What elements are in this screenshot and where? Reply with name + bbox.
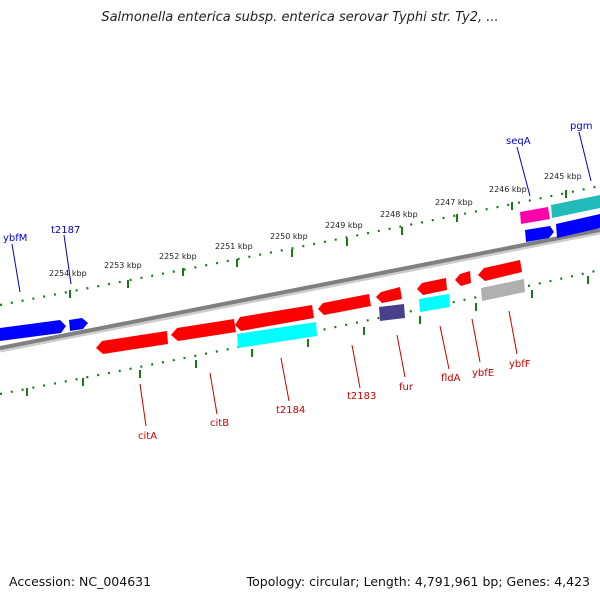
reverse-gene-labels: citA citB t2184 t2183 fur fldA ybfE ybfF [138, 359, 531, 442]
gene-label-fur: fur [399, 382, 414, 393]
accession-text: Accession: NC_004631 [9, 574, 152, 589]
genome-stats-text: Topology: circular; Length: 4,791,961 bp… [246, 574, 590, 589]
gene-t2183 [318, 294, 371, 315]
scale-label-2249: 2249 kbp [325, 221, 363, 230]
gene-forward-left-large [0, 320, 66, 341]
gene-t2184 [235, 305, 314, 331]
scale-labels: 2254 kbp 2253 kbp 2252 kbp 2251 kbp 2250… [49, 172, 582, 278]
scale-label-2245: 2245 kbp [544, 172, 582, 181]
gene-fur-purple [379, 304, 405, 321]
map-title: Salmonella enterica subsp. enterica sero… [101, 10, 499, 25]
gene-t2184-cyan [237, 322, 317, 348]
major-ticks [26, 190, 589, 396]
forward-gene-labels: ybfM t2187 seqA pgm [3, 121, 592, 244]
scale-label-2253: 2253 kbp [104, 261, 142, 270]
gene-ybfF-gray [481, 279, 525, 301]
gene-label-ybfE: ybfE [472, 368, 494, 379]
scale-label-2254: 2254 kbp [49, 269, 87, 278]
forward-leader-lines [11, 131, 592, 293]
gene-fldA-cyan [419, 294, 450, 312]
gene-label-fldA: fldA [441, 373, 461, 384]
gene-citB [171, 319, 236, 341]
scale-label-2248: 2248 kbp [380, 210, 418, 219]
gene-label-citA: citA [138, 431, 157, 442]
gene-label-ybfM: ybfM [3, 233, 27, 244]
gene-citA [96, 331, 168, 354]
gene-fldA [417, 278, 447, 295]
gene-fur [376, 287, 402, 303]
reverse-leader-lines [139, 310, 518, 427]
gene-ybfE [455, 271, 471, 286]
gene-label-pgm: pgm [570, 121, 592, 132]
gene-label-seqA: seqA [506, 136, 531, 147]
gene-pgm-teal [551, 195, 600, 218]
gene-label-t2183: t2183 [347, 391, 376, 402]
gene-label-t2184: t2184 [276, 405, 305, 416]
gene-seqA [520, 207, 550, 224]
gene-label-t2187: t2187 [51, 225, 80, 236]
scale-label-2251: 2251 kbp [215, 242, 253, 251]
gene-blue-lower-b [556, 214, 600, 238]
scale-label-2247: 2247 kbp [435, 198, 473, 207]
forward-genes [0, 195, 600, 341]
scale-label-2252: 2252 kbp [159, 252, 197, 261]
backbone [0, 228, 600, 350]
gene-label-ybfF: ybfF [509, 359, 531, 370]
scale-label-2250: 2250 kbp [270, 232, 308, 241]
gene-forward-left-small [69, 318, 88, 331]
gene-blue-lower-a [525, 226, 554, 242]
scale-label-2246: 2246 kbp [489, 185, 527, 194]
gene-label-citB: citB [210, 418, 229, 429]
reverse-genes [96, 260, 525, 354]
gene-ybfF [478, 260, 522, 281]
